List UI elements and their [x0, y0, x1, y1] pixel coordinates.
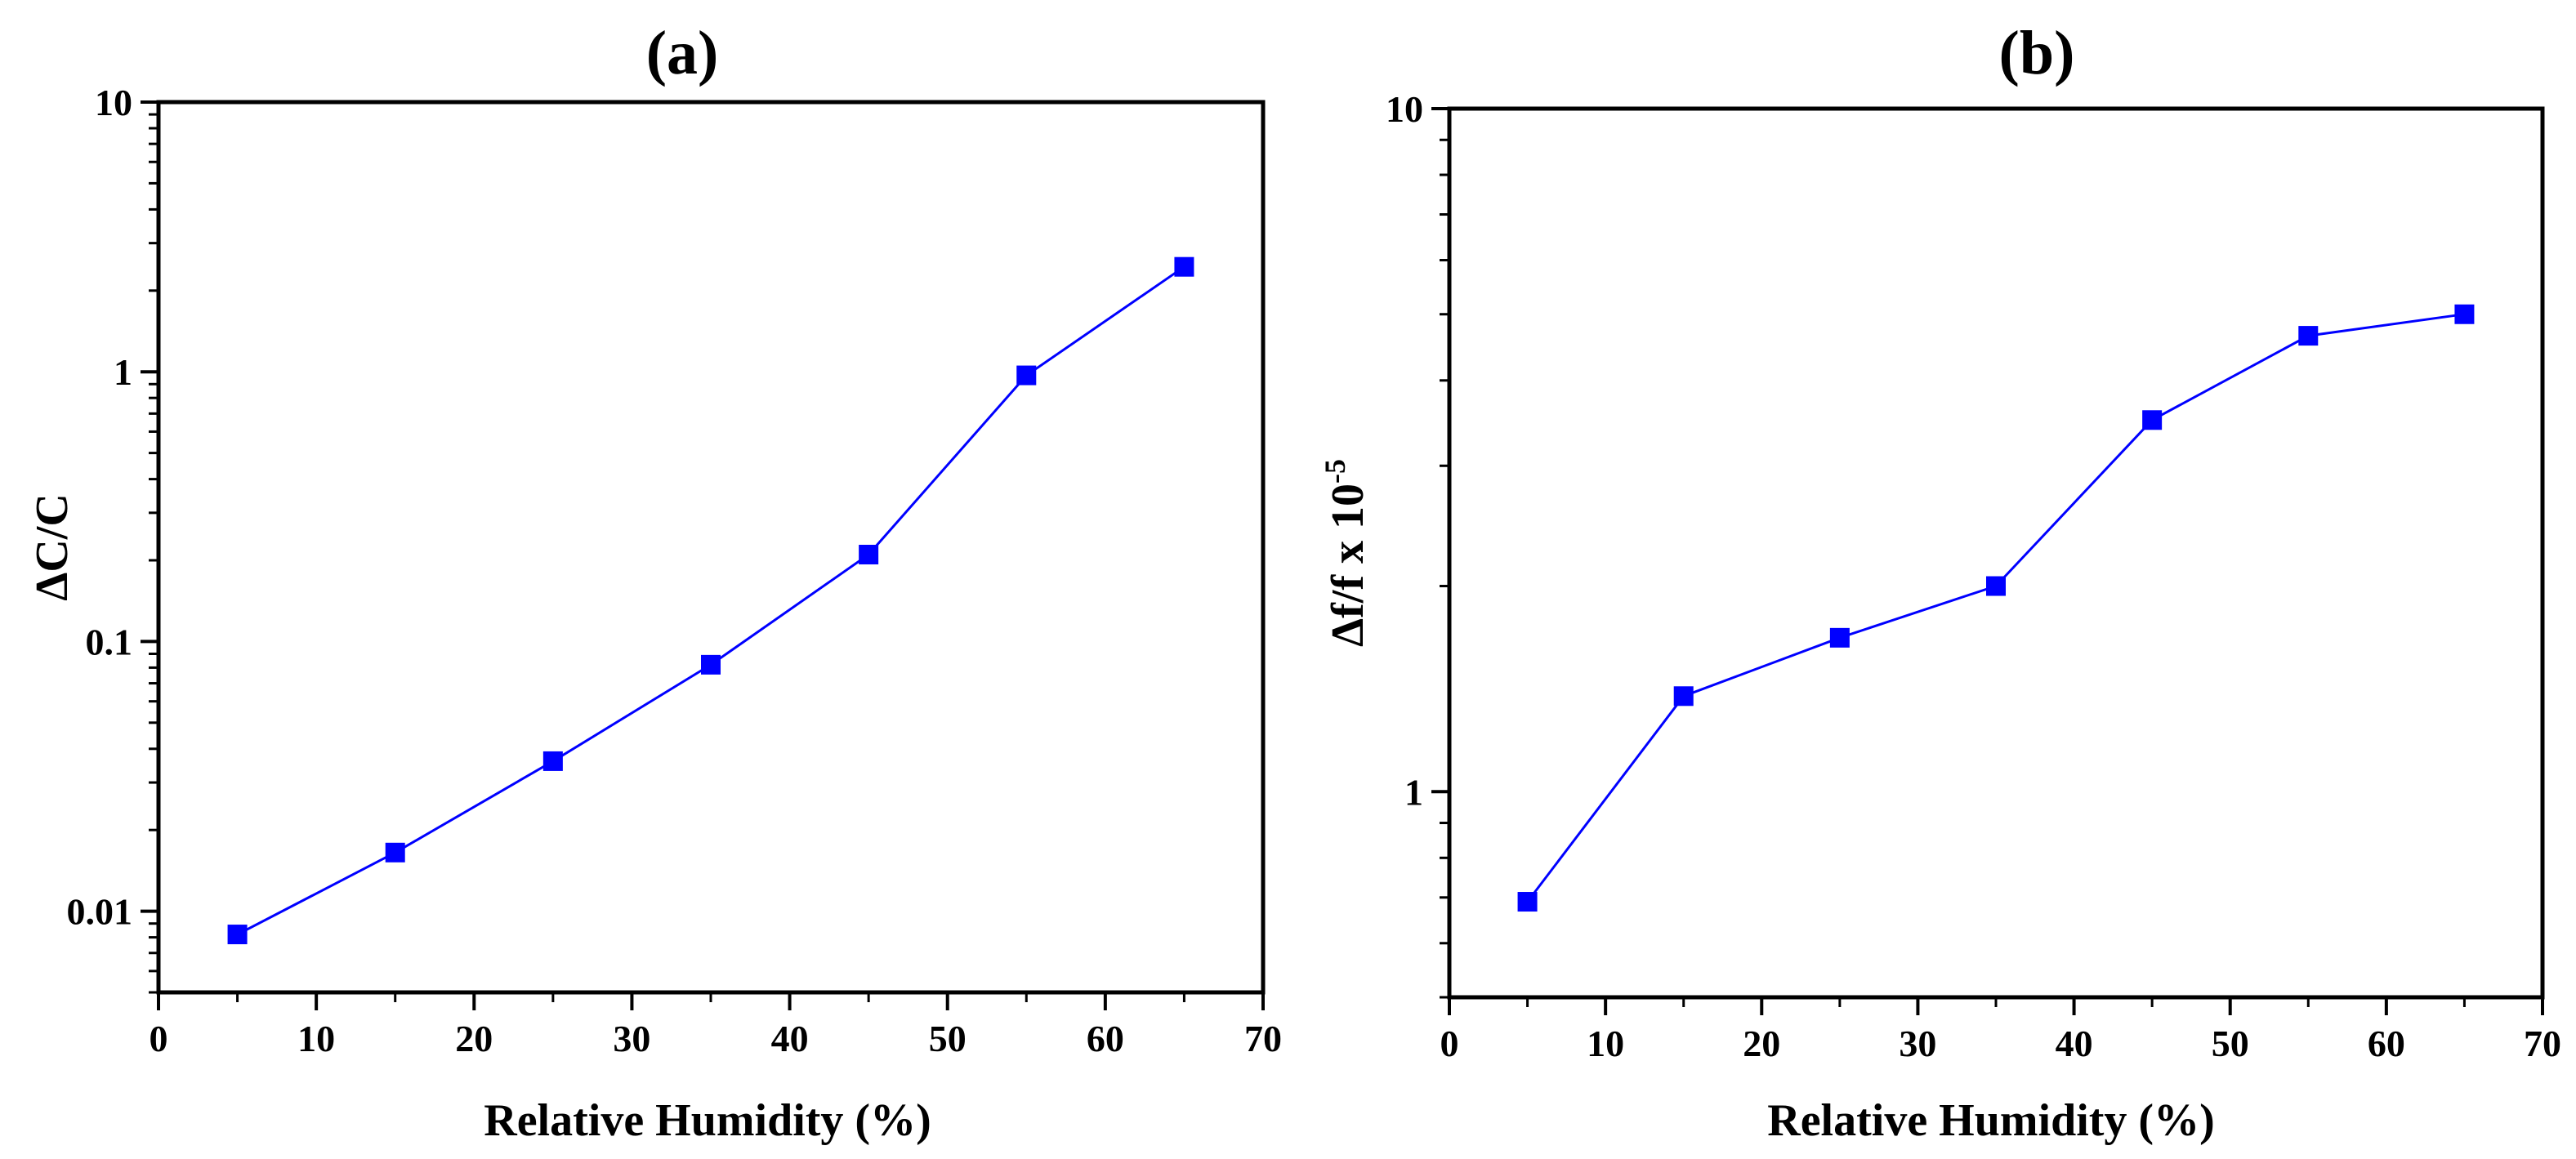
- tick-labels-b: 0 10 20 30 40 50 60 70 1 10: [1386, 88, 2561, 1064]
- y-axis-label-b-exponent: -5: [1319, 459, 1351, 484]
- x-tick-label-a-20: 20: [455, 1018, 493, 1059]
- x-tick-label-b-10: 10: [1587, 1023, 1624, 1064]
- x-tick-label-b-70: 70: [2524, 1023, 2561, 1064]
- data-point-b-0: [1517, 892, 1538, 912]
- y-tick-label-a-0: 0.01: [67, 891, 133, 933]
- x-tick-label-b-50: 50: [2212, 1023, 2249, 1064]
- data-point-a-2: [542, 751, 563, 771]
- y-axis-label-b-text: Δf/f x 10: [1323, 484, 1373, 647]
- series-line-b-0: [1526, 313, 2465, 903]
- tick-labels-a: 0 10 20 30 40 50 60 70 0.01 0.1 1 10: [67, 82, 1283, 1059]
- chart-title-b: (b): [1999, 19, 2075, 87]
- x-axis-label-a: Relative Humidity (%): [484, 1095, 931, 1146]
- panel-b: (b) 0 10 20 30 40 50 60 70 1 10 Relative Humidity…: [1319, 19, 2561, 1146]
- series-line-a-0: [236, 265, 1185, 936]
- x-tick-label-a-0: 0: [150, 1018, 168, 1059]
- y-axis-label-b: Δf/f x 10-5: [1319, 459, 1373, 647]
- data-point-b-3: [1986, 576, 2006, 596]
- data-point-a-1: [385, 842, 405, 863]
- data-point-a-3: [701, 654, 721, 675]
- x-tick-label-b-60: 60: [2368, 1023, 2405, 1064]
- chart-title-a: (a): [646, 19, 719, 87]
- x-tick-label-b-40: 40: [2056, 1023, 2093, 1064]
- data-point-a-5: [1016, 365, 1037, 386]
- y-axis-label-a: ΔC/C: [27, 493, 78, 601]
- ticks-a: [141, 100, 1265, 1010]
- data-point-b-2: [1829, 627, 1850, 648]
- y-tick-label-a-3: 10: [95, 82, 132, 123]
- x-tick-label-a-40: 40: [771, 1018, 809, 1059]
- x-tick-label-b-30: 30: [1899, 1023, 1936, 1064]
- plot-frame-a: [156, 100, 1266, 995]
- x-tick-label-a-10: 10: [297, 1018, 335, 1059]
- data-point-b-4: [2142, 410, 2163, 430]
- y-tick-label-b-1: 10: [1386, 88, 1423, 130]
- panel-a: (a) 0 10 20 30 40 50 60 70 0.01 0.1 1 10 Relative H…: [27, 19, 1282, 1146]
- x-tick-label-a-60: 60: [1087, 1018, 1124, 1059]
- data-point-b-1: [1673, 686, 1694, 707]
- plot-frame-b: [1447, 106, 2545, 1000]
- y-tick-label-a-2: 1: [114, 351, 132, 393]
- x-tick-label-b-20: 20: [1743, 1023, 1780, 1064]
- series-b: [1517, 304, 2475, 912]
- x-tick-label-a-50: 50: [929, 1018, 967, 1059]
- ticks-b: [1431, 107, 2544, 1015]
- x-axis-label-b: Relative Humidity (%): [1767, 1095, 2214, 1146]
- data-point-b-5: [2298, 326, 2319, 346]
- data-point-a-4: [859, 545, 879, 565]
- x-tick-label-b-0: 0: [1440, 1023, 1459, 1064]
- data-point-a-6: [1174, 256, 1194, 277]
- y-tick-label-b-0: 1: [1404, 771, 1423, 813]
- y-tick-label-a-1: 0.1: [86, 621, 133, 662]
- x-tick-label-a-30: 30: [613, 1018, 650, 1059]
- data-point-b-6: [2454, 304, 2475, 324]
- data-point-a-0: [227, 925, 248, 945]
- x-tick-label-a-70: 70: [1244, 1018, 1282, 1059]
- series-a: [227, 256, 1194, 945]
